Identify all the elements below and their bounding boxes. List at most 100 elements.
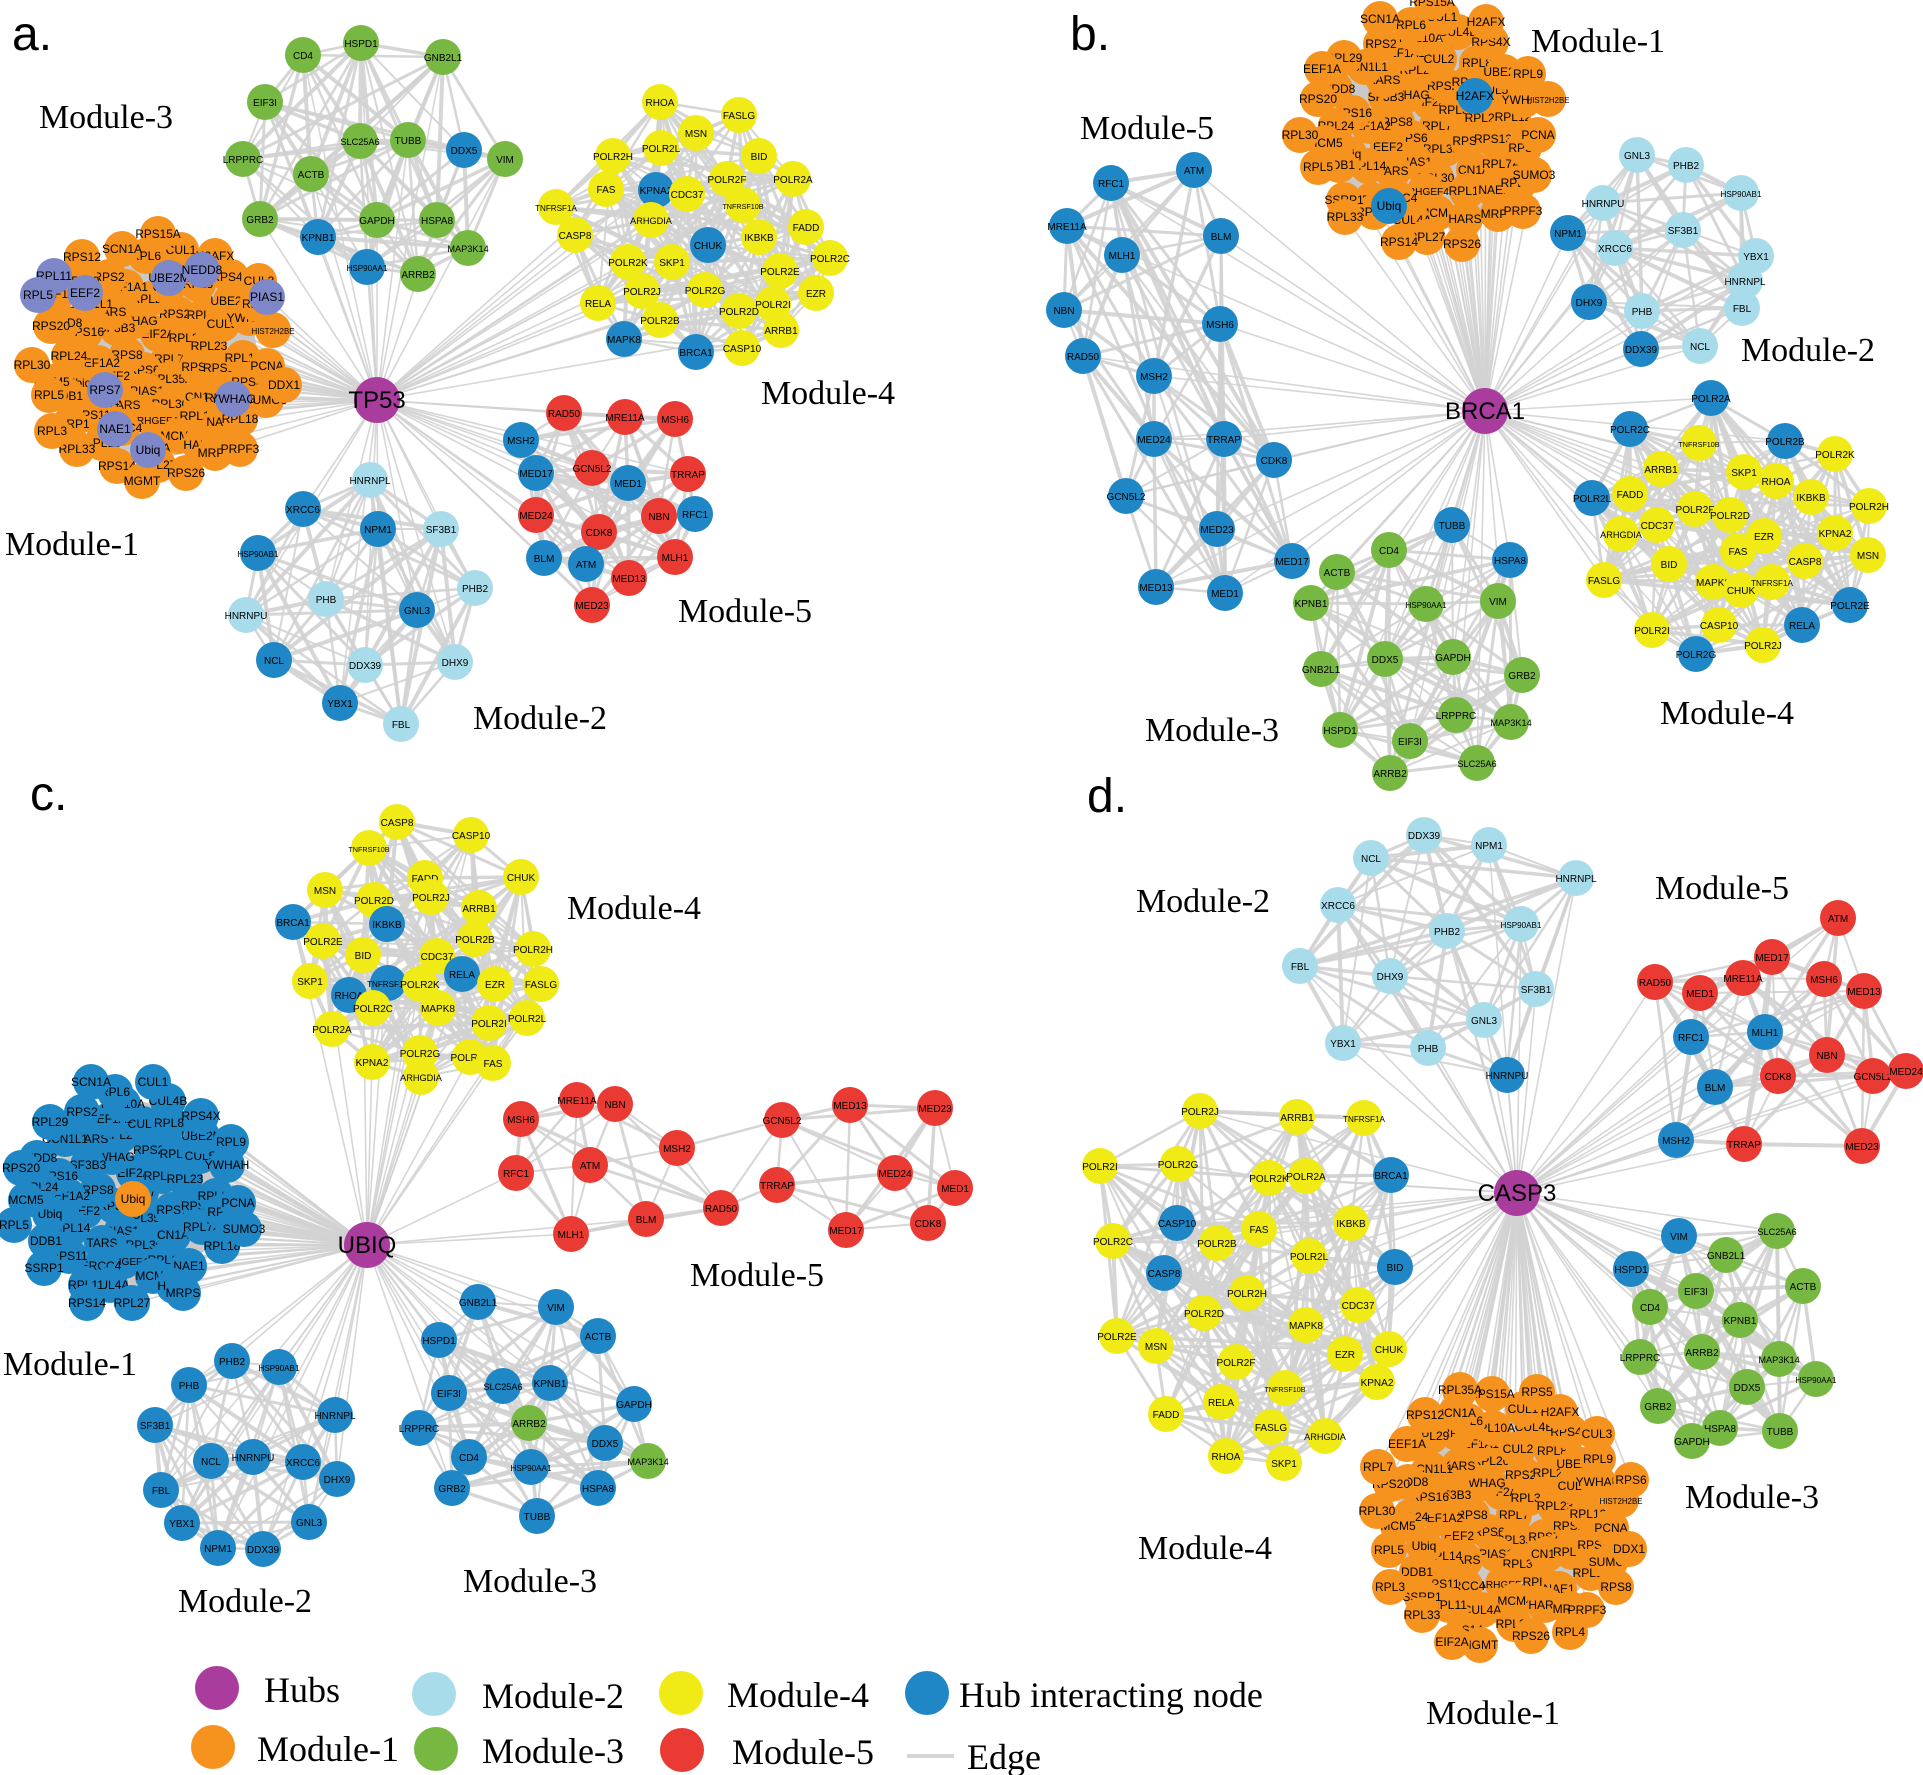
svg-text:GNL3: GNL3 <box>1471 1016 1498 1027</box>
svg-text:MSN: MSN <box>1145 1342 1167 1353</box>
svg-text:GCN5L2: GCN5L2 <box>1107 492 1146 503</box>
svg-text:EEF2: EEF2 <box>1373 140 1403 154</box>
svg-text:Module-4: Module-4 <box>761 375 895 412</box>
svg-text:MGMT: MGMT <box>124 474 161 488</box>
svg-text:RHOA: RHOA <box>1212 1452 1241 1463</box>
svg-text:GRB2: GRB2 <box>246 215 274 226</box>
svg-text:CDC37: CDC37 <box>421 952 454 963</box>
svg-text:EIF2A: EIF2A <box>117 1166 150 1180</box>
svg-text:NAE1: NAE1 <box>99 422 131 436</box>
svg-text:HNRNPU: HNRNPU <box>225 611 268 622</box>
svg-text:FBL: FBL <box>1291 962 1310 973</box>
svg-text:FAS: FAS <box>1729 547 1748 558</box>
svg-text:MSH6: MSH6 <box>661 415 689 426</box>
svg-text:RPL23: RPL23 <box>1537 1499 1574 1513</box>
svg-text:NEDD8: NEDD8 <box>182 263 223 277</box>
svg-text:H2AFX: H2AFX <box>1456 89 1495 103</box>
svg-text:POLR2L: POLR2L <box>642 144 681 155</box>
svg-text:MRE11A: MRE11A <box>1723 974 1763 985</box>
svg-text:ARHGEF4: ARHGEF4 <box>130 416 178 427</box>
svg-text:IKBKB: IKBKB <box>372 920 402 931</box>
svg-text:PCNA: PCNA <box>1594 1521 1627 1535</box>
svg-text:Module-1: Module-1 <box>5 526 139 563</box>
svg-text:GAPDH: GAPDH <box>359 216 395 227</box>
svg-text:POLR2J: POLR2J <box>1744 641 1782 652</box>
svg-text:SF3B1: SF3B1 <box>1668 226 1699 237</box>
svg-text:RPS26: RPS26 <box>1443 237 1481 251</box>
svg-text:RPL5: RPL5 <box>23 288 53 302</box>
svg-text:RAD50: RAD50 <box>1639 978 1672 989</box>
svg-text:RPS15A: RPS15A <box>1469 1387 1514 1401</box>
svg-text:SKP1: SKP1 <box>659 258 685 269</box>
svg-text:MSH6: MSH6 <box>507 1115 535 1126</box>
svg-text:RPS2: RPS2 <box>1365 37 1397 51</box>
svg-text:PRPF3: PRPF3 <box>1568 1603 1607 1617</box>
svg-text:KPNA2: KPNA2 <box>640 186 673 197</box>
svg-text:POLR2A: POLR2A <box>312 1025 352 1036</box>
svg-text:POLR2K: POLR2K <box>1249 1174 1289 1185</box>
svg-text:XRCC6: XRCC6 <box>286 505 320 516</box>
svg-text:POLR2H: POLR2H <box>1227 1289 1267 1300</box>
svg-text:RPL27: RPL27 <box>114 1296 151 1310</box>
svg-text:RELA: RELA <box>449 970 475 981</box>
svg-text:HSP90AA1: HSP90AA1 <box>1796 1376 1837 1385</box>
svg-text:POLR2H: POLR2H <box>593 152 633 163</box>
svg-text:RPL30: RPL30 <box>1282 128 1319 142</box>
svg-text:BLM: BLM <box>636 1215 657 1226</box>
svg-text:HSPA8: HSPA8 <box>1494 556 1526 567</box>
svg-text:BRCA1: BRCA1 <box>679 348 713 359</box>
svg-text:DDX39: DDX39 <box>247 1545 280 1556</box>
svg-text:RPS15A: RPS15A <box>135 227 180 241</box>
svg-text:Module-1: Module-1 <box>1426 1695 1560 1732</box>
svg-text:RPL9: RPL9 <box>216 1135 246 1149</box>
svg-text:VIM: VIM <box>547 1303 565 1314</box>
svg-text:POLR2A: POLR2A <box>1691 394 1731 405</box>
svg-text:RPL27: RPL27 <box>1409 230 1446 244</box>
svg-text:FBL: FBL <box>1733 304 1752 315</box>
svg-text:RPS2: RPS2 <box>93 270 125 284</box>
svg-text:b.: b. <box>1070 8 1110 61</box>
svg-text:RPS20: RPS20 <box>32 319 70 333</box>
svg-text:MED23: MED23 <box>1200 525 1234 536</box>
svg-text:TNFRSF1A: TNFRSF1A <box>1751 579 1793 588</box>
svg-text:MCM5: MCM5 <box>8 1193 44 1207</box>
svg-text:POLR2A: POLR2A <box>1286 1172 1326 1183</box>
svg-text:PCNA: PCNA <box>221 1196 254 1210</box>
svg-text:TNFRSF10B: TNFRSF10B <box>1678 440 1719 449</box>
svg-text:KARS: KARS <box>76 1132 109 1146</box>
svg-text:GNL3: GNL3 <box>296 1518 323 1529</box>
svg-text:RPS15A: RPS15A <box>1409 0 1454 9</box>
svg-text:NPM1: NPM1 <box>1554 229 1582 240</box>
svg-text:RPS8: RPS8 <box>111 348 143 362</box>
svg-text:CDK8: CDK8 <box>915 1219 942 1230</box>
svg-text:SCN1A: SCN1A <box>1360 12 1400 26</box>
svg-text:a.: a. <box>12 8 52 61</box>
svg-text:CUL2: CUL2 <box>128 1117 159 1131</box>
svg-text:ARRB2: ARRB2 <box>1685 1348 1719 1359</box>
svg-text:HIST2H2BE: HIST2H2BE <box>252 327 295 336</box>
svg-text:POLR2G: POLR2G <box>685 286 726 297</box>
svg-text:Module-1: Module-1 <box>257 1729 399 1769</box>
svg-text:SCN1A: SCN1A <box>102 242 142 256</box>
svg-text:NAE1: NAE1 <box>173 1259 205 1273</box>
svg-text:CASP8: CASP8 <box>381 818 414 829</box>
svg-text:KPNB1: KPNB1 <box>302 233 335 244</box>
svg-text:HNRNPL: HNRNPL <box>349 476 391 487</box>
svg-text:MED23: MED23 <box>918 1104 952 1115</box>
svg-text:DDX5: DDX5 <box>592 1439 619 1450</box>
svg-text:Module-2: Module-2 <box>178 1583 312 1620</box>
svg-text:MGMT: MGMT <box>1462 1638 1499 1652</box>
svg-text:MRPS: MRPS <box>166 1286 201 1300</box>
svg-text:GCN5L2: GCN5L2 <box>1854 1072 1893 1083</box>
svg-text:CD4: CD4 <box>459 1453 479 1464</box>
svg-text:RHOA: RHOA <box>1762 477 1791 488</box>
svg-text:Module-5: Module-5 <box>1655 870 1789 907</box>
svg-text:KPNB1: KPNB1 <box>1724 1316 1757 1327</box>
svg-text:Ubiq: Ubiq <box>38 1207 63 1221</box>
svg-text:ATM: ATM <box>580 1161 600 1172</box>
svg-text:BID: BID <box>1661 560 1678 571</box>
svg-text:BLM: BLM <box>1705 1083 1726 1094</box>
svg-text:PHB2: PHB2 <box>219 1357 246 1368</box>
svg-text:CASP10: CASP10 <box>452 831 491 842</box>
svg-text:MAPK8: MAPK8 <box>1289 1321 1323 1332</box>
